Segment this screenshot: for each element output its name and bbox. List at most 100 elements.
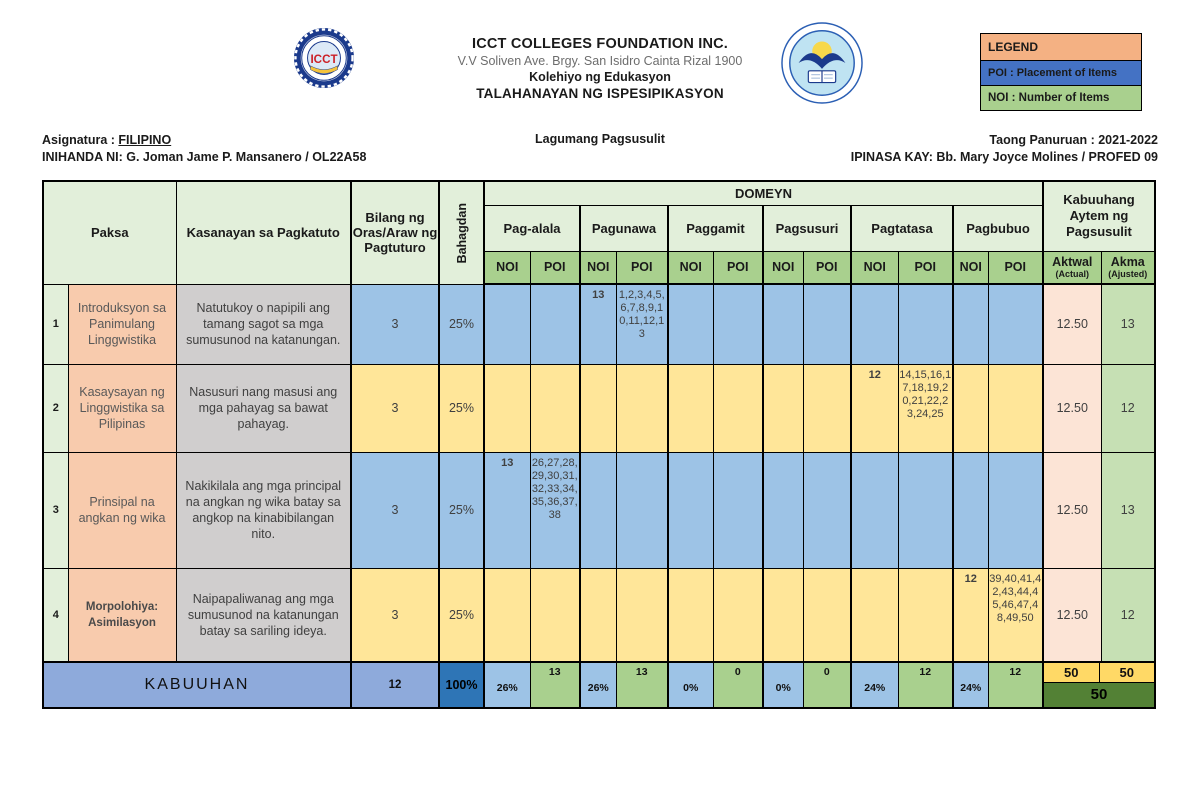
r1-akma: 13 [1100, 283, 1156, 365]
total-paggamit-noi: 0% [667, 661, 714, 709]
domain-header-pagunawa: Pagunawa [579, 204, 669, 252]
r3-pagtatasa-poi [897, 451, 954, 569]
total-pagunawa-poi: 13 [615, 661, 669, 709]
r4-bahagdan: 25% [438, 567, 485, 663]
info-right: Taong Panuruan : 2021-2022 IPINASA KAY: … [851, 132, 1158, 166]
r2-pagsusuri-poi [802, 363, 852, 453]
col-header-bahagdan: Bahagdan [438, 180, 485, 285]
total-pagtatasa-poi: 12 [897, 661, 954, 709]
domain-header-paggamit: Paggamit [667, 204, 764, 252]
aktwal-header: Aktwal (Actual) [1042, 250, 1102, 285]
r3-pagbubuo-noi [952, 451, 989, 569]
noi-header: NOI [850, 250, 899, 285]
r2-pagtatasa-poi: 14,15,16,17,18,19,20,21,22,23,24,25 [897, 363, 954, 453]
poi-header: POI [529, 250, 581, 285]
total-pagunawa-noi: 26% [579, 661, 617, 709]
total-pagbubuo-poi: 12 [987, 661, 1044, 709]
r1-pagtatasa-noi [850, 283, 899, 365]
r4-pag-alala-poi [529, 567, 581, 663]
icct-seal-icon: ICCT [293, 27, 355, 94]
table-row-3: 3 Prinsipal na angkan ng wika Nakikilala… [42, 451, 1156, 569]
total-pagbubuo-noi: 24% [952, 661, 989, 709]
college-name: Kolehiyo ng Edukasyon [529, 70, 671, 84]
r1-aktwal: 12.50 [1042, 283, 1102, 365]
r3-pag-alala-poi: 26,27,28,29,30,31,32,33,34,35,36,37,38 [529, 451, 581, 569]
total-paggamit-poi: 0 [712, 661, 764, 709]
ipinasa-line: IPINASA KAY: Bb. Mary Joyce Molines / PR… [850, 150, 1158, 164]
r3-bahagdan: 25% [438, 451, 485, 569]
r1-pagbubuo-noi [952, 283, 989, 365]
r2-pagunawa-poi [615, 363, 669, 453]
r4-pagbubuo-poi: 39,40,41,42,43,44,45,46,47,48,49,50 [987, 567, 1044, 663]
asignatura-value: FILIPINO [118, 133, 172, 147]
svg-text:ICCT: ICCT [310, 53, 337, 66]
table-row-2: 2 Kasaysayan ng Linggwistika sa Pilipina… [42, 363, 1156, 453]
r1-pag-alala-poi [529, 283, 581, 365]
poi-header: POI [987, 250, 1044, 285]
r1-kasanayan: Natutukoy o napipili ang tamang sagot sa… [175, 283, 352, 365]
r1-pag-alala-noi [483, 283, 531, 365]
r2-num: 2 [42, 363, 69, 453]
domain-header-pagbubuo: Pagbubuo [952, 204, 1044, 252]
domeyn-header: DOMEYN [483, 180, 1044, 206]
r4-pagsusuri-noi [762, 567, 804, 663]
legend-box: LEGEND POI : Placement of Items NOI : Nu… [980, 33, 1142, 111]
r1-num: 1 [42, 283, 69, 365]
total-bahagdan: 100% [438, 661, 485, 709]
asignatura-line: Asignatura : FILIPINO [42, 132, 366, 149]
table-row-4: 4 Morpolohiya: Asimilasyon Naipapaliwana… [42, 567, 1156, 663]
r3-pagsusuri-poi [802, 451, 852, 569]
education-seal-icon [781, 22, 863, 109]
r2-pag-alala-noi [483, 363, 531, 453]
r1-pagsusuri-poi [802, 283, 852, 365]
akma-header: Akma (Ajusted) [1100, 250, 1156, 285]
r4-pagsusuri-poi [802, 567, 852, 663]
domain-header-pagtatasa: Pagtatasa [850, 204, 954, 252]
grand-total: 50 [1045, 682, 1154, 707]
info-left: Asignatura : FILIPINO INIHANDA NI: G. Jo… [42, 132, 366, 166]
r3-aktwal: 12.50 [1042, 451, 1102, 569]
r1-pagbubuo-poi [987, 283, 1044, 365]
r3-pag-alala-noi: 13 [483, 451, 531, 569]
total-pag-alala-poi: 13 [529, 661, 581, 709]
r1-paksa: Introduksyon sa Panimulang Linggwistika [67, 283, 177, 365]
col-header-bilang: Bilang ng Oras/Araw ng Pagtuturo [350, 180, 440, 285]
r3-pagsusuri-noi [762, 451, 804, 569]
r2-akma: 12 [1100, 363, 1156, 453]
r2-aktwal: 12.50 [1042, 363, 1102, 453]
total-aytem-cell: 50 50 50 [1042, 661, 1156, 709]
r2-kasanayan: Nasusuri nang masusi ang mga pahayag sa … [175, 363, 352, 453]
r2-bahagdan: 25% [438, 363, 485, 453]
r3-pagunawa-noi [579, 451, 617, 569]
r2-pagunawa-noi [579, 363, 617, 453]
total-akma: 50 [1098, 664, 1155, 682]
r1-bilang: 3 [350, 283, 440, 365]
poi-header: POI [802, 250, 852, 285]
domain-header-pag-alala: Pag-alala [483, 204, 581, 252]
noi-header: NOI [483, 250, 531, 285]
r4-pagunawa-noi [579, 567, 617, 663]
r1-bahagdan: 25% [438, 283, 485, 365]
r2-paggamit-poi [712, 363, 764, 453]
inihanda-line: INIHANDA NI: G. Joman Jame P. Mansanero … [42, 150, 367, 164]
legend-title: LEGEND [981, 34, 1141, 61]
r4-paggamit-poi [712, 567, 764, 663]
r4-pagunawa-poi [615, 567, 669, 663]
table-row-1: 1 Introduksyon sa Panimulang Linggwistik… [42, 283, 1156, 365]
r1-pagtatasa-poi [897, 283, 954, 365]
specification-table: Paksa Kasanayan sa Pagkatuto Bilang ng O… [42, 180, 1156, 709]
r2-pag-alala-poi [529, 363, 581, 453]
r2-paggamit-noi [667, 363, 714, 453]
col-header-paksa: Paksa [42, 180, 177, 285]
r1-pagsusuri-noi [762, 283, 804, 365]
r3-paksa: Prinsipal na angkan ng wika [67, 451, 177, 569]
document-header: ICCT ICCT COLLEGES FOUNDATION INC. V.V S… [0, 0, 1200, 118]
r4-pagbubuo-noi: 12 [952, 567, 989, 663]
r4-paksa: Morpolohiya: Asimilasyon [67, 567, 177, 663]
school-address: V.V Soliven Ave. Brgy. San Isidro Cainta… [457, 54, 743, 68]
poi-header: POI [712, 250, 764, 285]
r4-aktwal: 12.50 [1042, 567, 1102, 663]
r2-pagsusuri-noi [762, 363, 804, 453]
r1-pagunawa-poi: 1,2,3,4,5,6,7,8,9,10,11,12,13 [615, 283, 669, 365]
r4-num: 4 [42, 567, 69, 663]
